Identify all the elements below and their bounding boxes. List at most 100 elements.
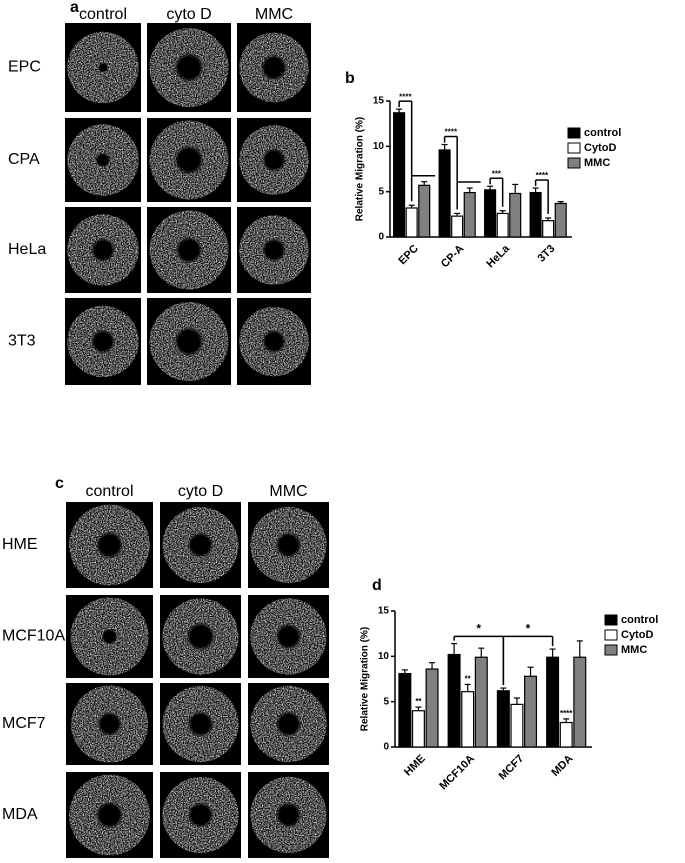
y-tick-label: 0	[378, 232, 384, 243]
legend-label: MMC	[584, 157, 610, 169]
significance-label: **	[415, 697, 422, 706]
y-axis-label: Relative Migration (%)	[355, 117, 366, 221]
bar	[411, 710, 425, 748]
x-tick-label: MCF10A	[437, 753, 477, 793]
wound-area	[262, 148, 286, 172]
wound-area	[262, 329, 286, 354]
row-label: CPA	[8, 151, 40, 168]
wound-area	[98, 62, 108, 73]
x-tick-label: HME	[402, 753, 428, 779]
y-tick-label: 5	[383, 696, 389, 707]
bar	[559, 721, 573, 748]
y-tick-label: 10	[373, 141, 385, 152]
wound-area	[275, 531, 302, 559]
bar	[405, 207, 418, 238]
wound-area	[275, 623, 302, 650]
panel-letter: a	[70, 0, 79, 16]
legend-swatch	[604, 614, 618, 626]
bar	[496, 212, 509, 238]
chart: d 0 5 10 15 Relative Migration (%) HME MCF10A MC…	[360, 577, 659, 792]
bar	[461, 691, 475, 748]
legend-label: CytoD	[621, 629, 653, 641]
legend-swatch	[604, 644, 618, 656]
row-label: HeLa	[8, 241, 46, 258]
y-tick-label: 0	[383, 742, 389, 753]
column-label: control	[79, 6, 127, 23]
row-label: MCF10A	[2, 628, 65, 645]
bar	[447, 653, 461, 748]
panel-letter: d	[372, 577, 382, 594]
legend-label: control	[584, 127, 621, 139]
significance-label: ****	[536, 171, 549, 180]
panel-letter: c	[55, 475, 64, 492]
bar	[509, 192, 522, 238]
wound-area	[95, 531, 124, 559]
bar	[425, 668, 439, 748]
wound-area	[262, 238, 286, 262]
legend-swatch	[567, 157, 581, 169]
column-label: MMC	[269, 483, 307, 500]
column-label: MMC	[255, 6, 293, 23]
column-label: cyto D	[178, 483, 223, 500]
significance-label: *	[526, 622, 531, 636]
wound-area	[174, 145, 204, 175]
wound-area	[187, 710, 214, 738]
bar	[510, 703, 524, 748]
wound-area	[174, 52, 204, 83]
y-axis-label: Relative Migration (%)	[360, 627, 371, 731]
legend-label: CytoD	[584, 142, 616, 154]
y-tick-label: 5	[378, 186, 384, 197]
wound-area	[186, 622, 215, 651]
row-label: EPC	[8, 59, 41, 76]
chart: b 0 5 10 15 Relative Migration (%) EPC CP-A HeLa…	[345, 70, 621, 270]
significance-label: ***	[492, 169, 502, 178]
bar	[438, 149, 451, 238]
x-tick-label: 3T3	[536, 243, 558, 265]
wound-area	[95, 801, 124, 829]
x-tick-label: MCF7	[497, 753, 527, 783]
column-label: cyto D	[166, 6, 211, 23]
bar	[524, 675, 538, 748]
legend-label: MMC	[621, 644, 647, 656]
wound-area	[275, 710, 302, 738]
wound-area	[187, 801, 214, 829]
bar	[474, 656, 488, 748]
wound-area	[97, 711, 122, 737]
bar	[418, 184, 431, 238]
legend-swatch	[604, 629, 618, 641]
bar	[496, 690, 510, 748]
wound-area	[174, 326, 204, 357]
x-tick-label: MDA	[549, 753, 575, 779]
bar	[463, 191, 476, 238]
bar	[529, 191, 542, 238]
wound-area	[175, 236, 203, 264]
bar	[546, 656, 560, 748]
bar	[554, 202, 567, 238]
wound-area	[187, 531, 214, 559]
wound-area	[90, 329, 116, 354]
bar	[484, 189, 497, 238]
significance-label: ****	[445, 128, 458, 137]
row-label: HME	[2, 536, 38, 553]
x-tick-label: CP-A	[439, 243, 467, 271]
bar	[542, 220, 555, 238]
significance-label: **	[465, 675, 472, 684]
wound-area	[260, 54, 288, 81]
x-tick-label: HeLa	[484, 242, 512, 270]
bar	[451, 215, 464, 238]
y-tick-label: 15	[378, 606, 390, 617]
y-tick-label: 15	[373, 96, 385, 107]
significance-label: ****	[399, 92, 412, 101]
wound-area	[275, 801, 302, 829]
legend-swatch	[567, 142, 581, 154]
bar	[573, 656, 587, 748]
row-label: MCF7	[2, 715, 46, 732]
bar	[398, 672, 412, 748]
significance-label: ****	[560, 709, 573, 718]
legend-label: control	[621, 614, 658, 626]
wound-area	[101, 628, 118, 645]
panel-letter: b	[345, 70, 355, 87]
x-tick-label: EPC	[396, 243, 421, 268]
column-label: control	[85, 483, 133, 500]
